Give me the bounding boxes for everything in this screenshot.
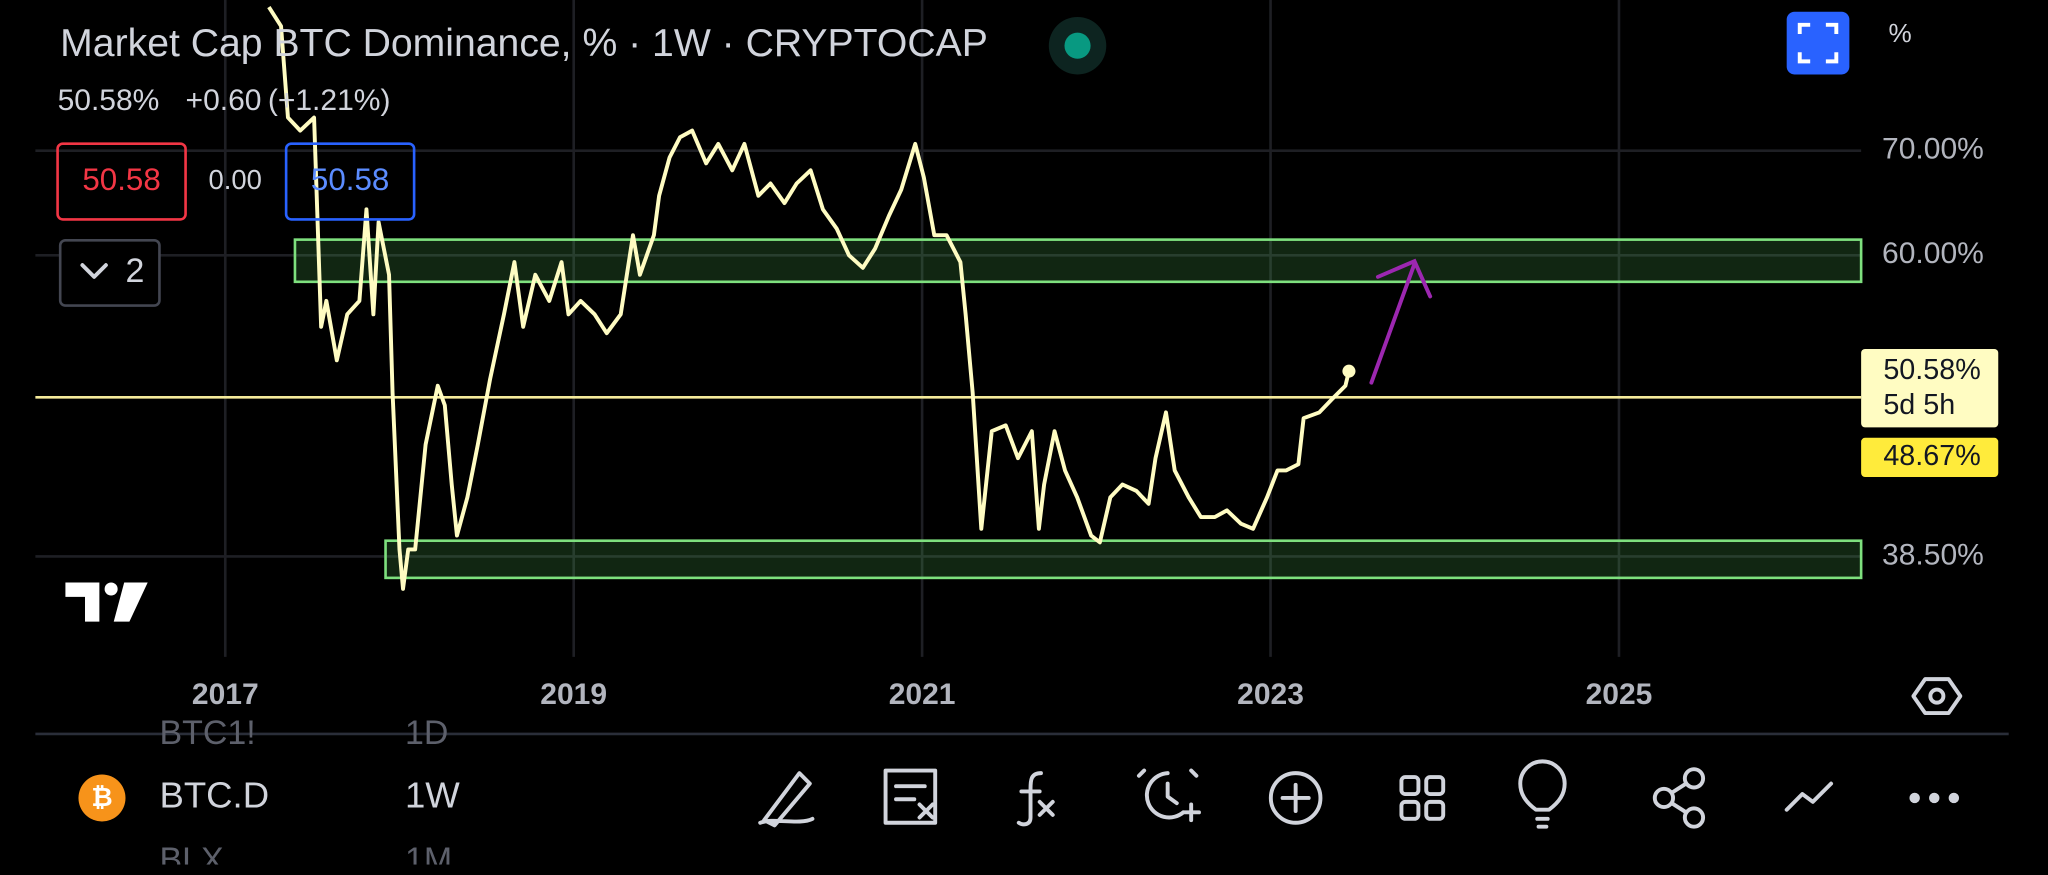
plot-area: 2017 2019 2021 2023 2025 70.00% 60.00% 38.50% [35, 0, 1984, 711]
zone [384, 539, 1863, 580]
ideas-icon[interactable] [1518, 759, 1567, 829]
chevron-icon [80, 263, 108, 279]
zone [293, 238, 1863, 284]
ask: 50.58 [311, 162, 389, 197]
y-tick-label: 70.00% [1882, 133, 1984, 166]
x-tick-label: 2025 [1586, 678, 1653, 711]
buy-button[interactable] [284, 142, 416, 221]
hline-label: 48.67% [1883, 440, 1980, 472]
alert-icon[interactable] [1136, 768, 1201, 823]
y-tick-label: 60.00% [1882, 237, 1984, 270]
x-tick-label: 2021 [889, 678, 956, 711]
settings-icon[interactable] [1911, 677, 1963, 716]
last-price: 50.58% [58, 84, 160, 117]
change-pct: (+1.21%) [268, 84, 391, 117]
fullscreen-button[interactable] [1786, 11, 1850, 75]
last-price-label: 50.58% [1883, 354, 1980, 386]
x-tick-label: 2017 [192, 678, 259, 711]
chart-type-icon[interactable] [1784, 781, 1834, 812]
y-tick-label: 38.50% [1882, 538, 1984, 571]
last-price-box [1861, 348, 1999, 428]
countdown-label: 5d 5h [1883, 389, 1955, 421]
layout-icon[interactable] [1399, 775, 1446, 821]
object-tree-icon[interactable] [883, 768, 938, 825]
hline-label-box [1861, 437, 1999, 477]
add-icon[interactable] [1268, 771, 1323, 825]
status-dot [1064, 32, 1091, 59]
fullscreen-icon [1797, 22, 1839, 64]
price-line [267, 5, 1351, 591]
change: +0.60 [186, 84, 262, 117]
sell-button[interactable] [56, 142, 187, 221]
indicator-count: 2 [125, 252, 144, 290]
more-icon[interactable] [1909, 792, 1960, 804]
bottom-mask [0, 864, 2048, 875]
arrow-drawing [1369, 258, 1433, 385]
prev-interval: 1D [405, 714, 448, 752]
bid: 50.58 [82, 162, 160, 197]
indicators-icon[interactable] [1016, 771, 1055, 827]
indicators-toggle[interactable] [58, 238, 161, 307]
tv-logo [65, 582, 148, 622]
chart-title: Market Cap BTC Dominance, % · 1W · CRYPT… [60, 22, 988, 65]
scale-unit: % [1889, 18, 1912, 48]
x-tick-label: 2019 [540, 678, 607, 711]
spread: 0.00 [209, 164, 262, 195]
symbol[interactable]: BTC.D [159, 775, 269, 816]
draw-icon[interactable] [758, 771, 815, 828]
btc-glyph: ₿ [91, 782, 112, 812]
prev-symbol: BTC1! [159, 714, 255, 752]
share-icon[interactable] [1652, 767, 1706, 829]
x-tick-label: 2023 [1237, 678, 1304, 711]
interval[interactable]: 1W [405, 775, 460, 816]
last-point [1342, 364, 1356, 378]
btc-icon [78, 774, 126, 822]
